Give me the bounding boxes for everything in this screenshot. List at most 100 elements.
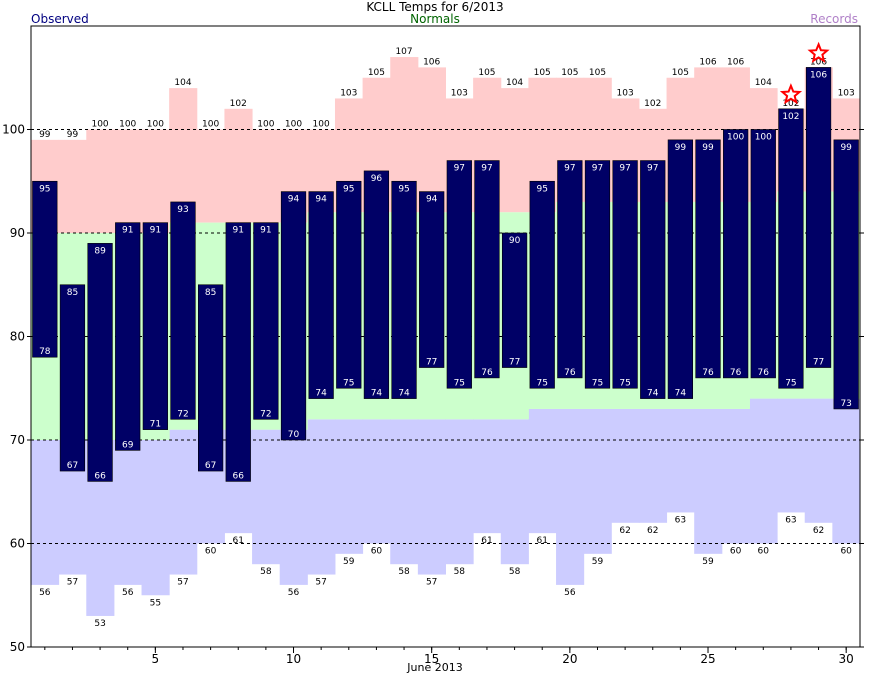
record-low-label: 53 [94,619,105,629]
y-tick-label: 70 [10,433,25,447]
record-low-band [611,408,640,523]
record-low-band [169,429,198,575]
record-low-label: 57 [426,578,437,588]
observed-high-label: 99 [840,143,852,153]
record-low-band [473,419,502,534]
observed-bar [280,191,307,441]
observed-bar [723,129,749,379]
record-high-label: 105 [561,68,578,78]
record-low-label: 63 [785,515,796,525]
observed-low-label: 74 [315,389,327,399]
record-low-band [445,419,474,565]
observed-bar [170,201,196,420]
observed-high-label: 102 [782,112,799,122]
normals-legend-label: Normals [410,12,460,26]
record-low-label: 63 [675,515,686,525]
observed-low-label: 74 [371,389,383,399]
record-high-band [169,88,198,223]
record-low-band [362,419,391,544]
observed-low-label: 67 [67,461,78,471]
x-tick-label: 25 [700,652,715,666]
record-high-label: 105 [478,68,495,78]
record-low-label: 59 [702,557,714,567]
observed-high-label: 100 [755,133,772,143]
observed-bar [833,139,859,410]
observed-bar [612,160,638,389]
observed-low-label: 67 [205,461,216,471]
record-high-band [252,129,281,223]
record-low-band [777,398,806,513]
record-low-label: 57 [315,578,326,588]
observed-bar [501,232,528,368]
observed-bar [198,284,224,472]
horizontal-gridlines [31,129,860,544]
record-low-band [307,419,336,575]
observed-low-label: 69 [122,440,134,450]
record-low-band [749,398,778,544]
record-low-label: 55 [150,598,161,608]
observed-high-label: 91 [150,226,161,236]
record-star-icon [779,83,803,105]
observed-bar [336,180,362,389]
observed-low-label: 78 [39,347,51,357]
x-tick-label: 10 [286,652,301,666]
observed-low-label: 75 [785,378,796,388]
observed-low-label: 75 [454,378,465,388]
record-high-label: 106 [423,57,440,67]
observed-bar [308,191,334,399]
observed-bar [557,160,583,379]
x-tick-label: 15 [424,652,439,666]
record-low-label: 58 [260,567,272,577]
record-low-band [141,440,170,596]
record-low-band [334,419,364,554]
observed-bar [87,243,113,482]
observed-high-label: 99 [675,143,687,153]
record-high-label: 105 [534,68,551,78]
record-low-band [528,408,557,534]
record-high-label: 104 [506,78,523,88]
record-low-band [694,408,723,554]
record-low-label: 56 [288,588,300,598]
observed-high-label: 89 [94,246,106,256]
observed-high-label: 97 [454,164,465,174]
record-low-band [583,408,612,554]
observed-low-label: 75 [619,378,630,388]
observed-low-label: 77 [509,358,520,368]
observed-bar [805,67,832,368]
observed-low-label: 76 [481,368,493,378]
observed-low-label: 74 [647,389,659,399]
record-low-label: 61 [536,536,547,546]
record-low-band [390,419,419,565]
observed-bar [667,139,693,399]
record-range-bands [31,57,861,616]
record-high-label: 107 [395,47,412,57]
record-high-label: 100 [202,120,219,130]
record-high-label: 104 [174,78,191,88]
record-low-band [31,440,60,585]
chart-title: KCLL Temps for 6/2013 [366,0,504,14]
observed-high-label: 93 [177,205,188,215]
observed-low-label: 76 [702,368,714,378]
observed-high-label: 97 [481,164,492,174]
record-high-label: 103 [340,88,357,98]
record-high-band [86,129,115,233]
observed-bar [750,129,776,379]
record-low-label: 56 [122,588,134,598]
observed-high-label: 95 [398,184,409,194]
observed-high-label: 85 [67,288,78,298]
record-high-label: 105 [589,68,606,78]
record-low-label: 62 [647,526,658,536]
record-high-label: 99 [67,130,79,140]
record-high-label: 106 [810,57,827,67]
observed-low-label: 72 [260,409,271,419]
y-tick-label: 80 [10,330,25,344]
record-low-label: 60 [371,547,383,557]
observed-bar [446,160,472,389]
x-axis-label: June 2013 [407,661,463,674]
record-star-markers [779,41,830,105]
record-high-band [417,67,446,213]
record-high-band [196,129,225,223]
observed-high-label: 96 [371,174,383,184]
observed-low-label: 75 [592,378,603,388]
observed-high-label: 97 [647,164,658,174]
